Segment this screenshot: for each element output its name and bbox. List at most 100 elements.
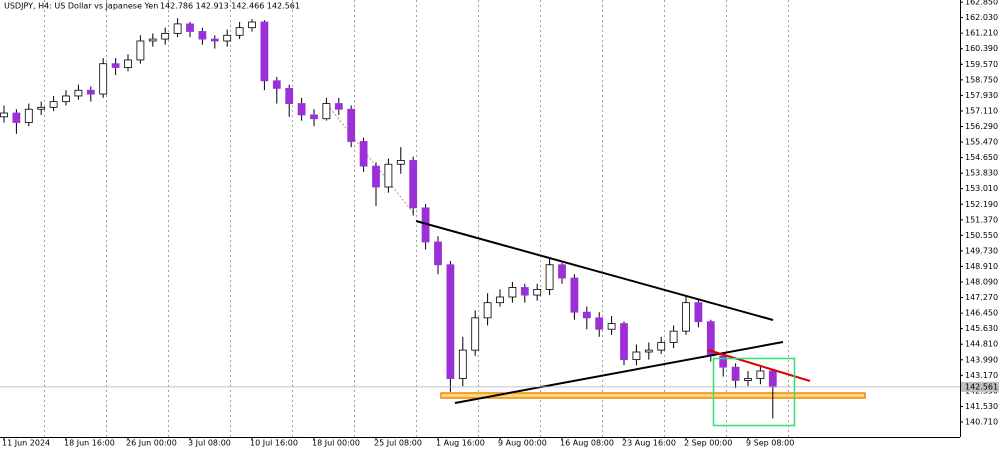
candle-body: [322, 103, 331, 120]
ohlc-text: 142.786 142.913 142.466 142.561: [160, 2, 300, 11]
candle-body: [582, 311, 591, 319]
y-tick-label: 151.370: [965, 215, 998, 224]
candle-body: [272, 80, 281, 89]
y-tick-label: 148.090: [965, 278, 998, 287]
support-zone: [440, 392, 866, 399]
y-tick-label: 158.750: [965, 75, 998, 84]
x-tick-label: 26 Jun 00:00: [126, 439, 177, 448]
candle-body: [297, 103, 306, 116]
candle-body: [148, 38, 157, 42]
candle-body: [471, 317, 480, 351]
candle-body: [756, 370, 765, 379]
candle-body: [124, 59, 132, 68]
candle-body: [384, 163, 393, 188]
y-tick-label: 141.530: [965, 402, 998, 411]
last-price-label: 142.561: [965, 382, 998, 391]
candle-body: [161, 32, 170, 40]
y-tick-label: 153.010: [965, 184, 998, 193]
candle-body: [198, 31, 207, 40]
x-tick-label: 18 Jul 00:00: [312, 439, 360, 448]
candle-body: [173, 23, 182, 34]
candle-body: [310, 114, 318, 120]
x-tick-label: 2 Sep 00:00: [684, 439, 732, 448]
candle-body: [235, 27, 244, 36]
candle-body: [186, 23, 194, 32]
candle-body: [37, 106, 46, 110]
triangle-lower: [454, 341, 784, 404]
candle-body: [744, 378, 752, 381]
candle-body: [99, 63, 108, 95]
triangle-upper: [415, 220, 774, 321]
y-tick-label: 149.730: [965, 246, 998, 255]
candle-body: [545, 264, 554, 290]
y-tick-label: 156.290: [965, 122, 998, 131]
y-tick-label: 159.570: [965, 60, 998, 69]
x-tick-label: 16 Aug 08:00: [560, 439, 614, 448]
candle-body: [372, 165, 380, 188]
y-tick-label: 143.170: [965, 371, 998, 380]
y-tick-label: 147.270: [965, 293, 998, 302]
candle-body: [595, 317, 604, 330]
candle-body: [260, 21, 269, 82]
candles: [0, 18, 777, 419]
candle-body: [607, 323, 616, 330]
y-tick-label: 148.910: [965, 262, 998, 271]
candle-body: [694, 302, 703, 323]
y-tick-label: 162.030: [965, 13, 998, 22]
candle-body: [657, 342, 666, 351]
x-tick-label: 1 Aug 16:00: [436, 439, 485, 448]
y-tick-label: 157.110: [965, 106, 998, 115]
candle-body: [719, 355, 728, 368]
candle-body: [396, 160, 405, 165]
candle-body: [62, 95, 70, 103]
candle-body: [520, 287, 529, 296]
candle-body: [49, 101, 58, 108]
x-tick-label: 25 Jul 08:00: [374, 439, 422, 448]
trend-dotted: [329, 107, 416, 216]
candle-body: [533, 289, 542, 296]
candle-body: [620, 323, 628, 360]
chart-title: USDJPY, H4: US Dollar vs Japanese Yen: [4, 2, 158, 11]
candle-body: [24, 108, 33, 123]
candle-body: [334, 103, 343, 110]
candle-body: [669, 330, 678, 343]
candle-body: [136, 40, 145, 61]
candle-body: [409, 160, 418, 209]
y-tick-label: 157.930: [965, 91, 998, 100]
candle-body: [248, 21, 256, 29]
candle-body: [768, 370, 777, 388]
y-tick-label: 146.450: [965, 309, 998, 318]
last-price-box: [961, 381, 999, 392]
candle-body: [12, 112, 21, 123]
y-tick-label: 143.990: [965, 355, 998, 364]
x-tick-label: 18 Jun 16:00: [64, 439, 115, 448]
candle-body: [434, 241, 442, 266]
y-tick-label: 150.550: [965, 231, 998, 240]
x-tick-label: 9 Aug 00:00: [498, 439, 547, 448]
y-tick-label: 152.190: [965, 200, 998, 209]
x-tick-label: 23 Aug 16:00: [622, 439, 676, 448]
candle-body: [210, 38, 219, 42]
candle-body: [0, 112, 8, 118]
y-tick-label: 162.850: [965, 0, 998, 7]
candle-body: [74, 89, 83, 97]
y-tick-label: 155.470: [965, 138, 998, 147]
x-tick-label: 11 Jun 2024: [2, 439, 50, 448]
y-tick-label: 140.710: [965, 417, 998, 426]
candle-body: [446, 264, 455, 379]
y-tick-label: 145.630: [965, 324, 998, 333]
drawings: [329, 107, 866, 399]
x-tick-label: 9 Sep 08:00: [746, 439, 794, 448]
candle-body: [359, 141, 368, 167]
candle-body: [86, 89, 95, 95]
candle-body: [458, 349, 467, 379]
candle-body: [111, 63, 120, 68]
y-tick-label: 153.830: [965, 169, 998, 178]
x-tick-label: 3 Jul 08:00: [188, 439, 231, 448]
pattern-lines: [415, 220, 811, 427]
candle-body: [223, 34, 232, 42]
candle-body: [682, 302, 690, 332]
y-tick-label: 144.810: [965, 340, 998, 349]
